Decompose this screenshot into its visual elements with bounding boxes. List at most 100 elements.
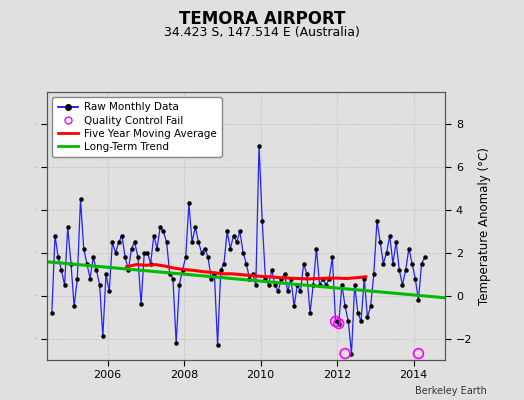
- Point: [414, 297, 423, 303]
- Point: [271, 282, 279, 288]
- Point: [210, 271, 219, 278]
- Point: [130, 239, 139, 245]
- Point: [89, 254, 97, 260]
- Point: [303, 271, 311, 278]
- Point: [306, 310, 314, 316]
- Point: [48, 310, 56, 316]
- Point: [178, 267, 187, 273]
- Point: [376, 239, 385, 245]
- Point: [134, 254, 142, 260]
- Point: [166, 271, 174, 278]
- Point: [70, 303, 78, 310]
- Point: [242, 260, 250, 267]
- Y-axis label: Temperature Anomaly (°C): Temperature Anomaly (°C): [478, 147, 491, 305]
- Point: [162, 239, 171, 245]
- Point: [411, 275, 419, 282]
- Point: [153, 245, 161, 252]
- Point: [77, 196, 85, 202]
- Point: [73, 275, 82, 282]
- Point: [156, 224, 165, 230]
- Point: [328, 254, 336, 260]
- Point: [248, 271, 257, 278]
- Point: [112, 250, 120, 256]
- Point: [124, 267, 133, 273]
- Point: [252, 282, 260, 288]
- Point: [401, 267, 410, 273]
- Point: [115, 239, 123, 245]
- Point: [181, 254, 190, 260]
- Point: [146, 260, 155, 267]
- Point: [265, 282, 273, 288]
- Point: [347, 350, 356, 357]
- Text: 34.423 S, 147.514 E (Australia): 34.423 S, 147.514 E (Australia): [164, 26, 360, 39]
- Point: [67, 260, 75, 267]
- Point: [334, 320, 343, 327]
- Point: [354, 310, 362, 316]
- Point: [150, 232, 158, 239]
- Point: [108, 239, 116, 245]
- Point: [118, 232, 126, 239]
- Point: [54, 254, 62, 260]
- Legend: Raw Monthly Data, Quality Control Fail, Five Year Moving Average, Long-Term Tren: Raw Monthly Data, Quality Control Fail, …: [52, 97, 222, 157]
- Point: [213, 342, 222, 348]
- Point: [334, 320, 343, 327]
- Point: [398, 282, 407, 288]
- Point: [331, 318, 340, 325]
- Text: TEMORA AIRPORT: TEMORA AIRPORT: [179, 10, 345, 28]
- Point: [51, 232, 59, 239]
- Point: [159, 228, 168, 234]
- Point: [414, 350, 423, 357]
- Point: [169, 275, 177, 282]
- Point: [188, 239, 196, 245]
- Point: [344, 318, 353, 325]
- Point: [421, 254, 429, 260]
- Point: [351, 282, 359, 288]
- Point: [255, 142, 263, 149]
- Point: [268, 267, 276, 273]
- Point: [121, 254, 129, 260]
- Point: [363, 314, 372, 320]
- Point: [366, 303, 375, 310]
- Point: [341, 350, 350, 357]
- Point: [325, 275, 333, 282]
- Point: [373, 218, 381, 224]
- Point: [80, 245, 88, 252]
- Point: [198, 250, 206, 256]
- Point: [204, 254, 212, 260]
- Point: [102, 271, 110, 278]
- Point: [143, 250, 151, 256]
- Point: [57, 267, 66, 273]
- Point: [245, 275, 254, 282]
- Point: [239, 250, 247, 256]
- Point: [261, 275, 270, 282]
- Point: [140, 250, 148, 256]
- Point: [233, 239, 241, 245]
- Point: [137, 301, 145, 308]
- Point: [63, 224, 72, 230]
- Point: [331, 318, 340, 325]
- Point: [322, 282, 330, 288]
- Point: [379, 260, 388, 267]
- Point: [230, 232, 238, 239]
- Point: [296, 288, 304, 294]
- Point: [389, 260, 397, 267]
- Point: [386, 232, 394, 239]
- Point: [312, 245, 321, 252]
- Point: [274, 288, 282, 294]
- Point: [105, 288, 113, 294]
- Point: [226, 245, 235, 252]
- Point: [392, 239, 400, 245]
- Point: [383, 250, 391, 256]
- Point: [338, 282, 346, 288]
- Text: Berkeley Earth: Berkeley Earth: [416, 386, 487, 396]
- Point: [127, 245, 136, 252]
- Point: [175, 282, 183, 288]
- Point: [408, 260, 416, 267]
- Point: [194, 239, 203, 245]
- Point: [287, 275, 295, 282]
- Point: [236, 228, 244, 234]
- Point: [86, 275, 94, 282]
- Point: [95, 282, 104, 288]
- Point: [395, 267, 403, 273]
- Point: [315, 282, 324, 288]
